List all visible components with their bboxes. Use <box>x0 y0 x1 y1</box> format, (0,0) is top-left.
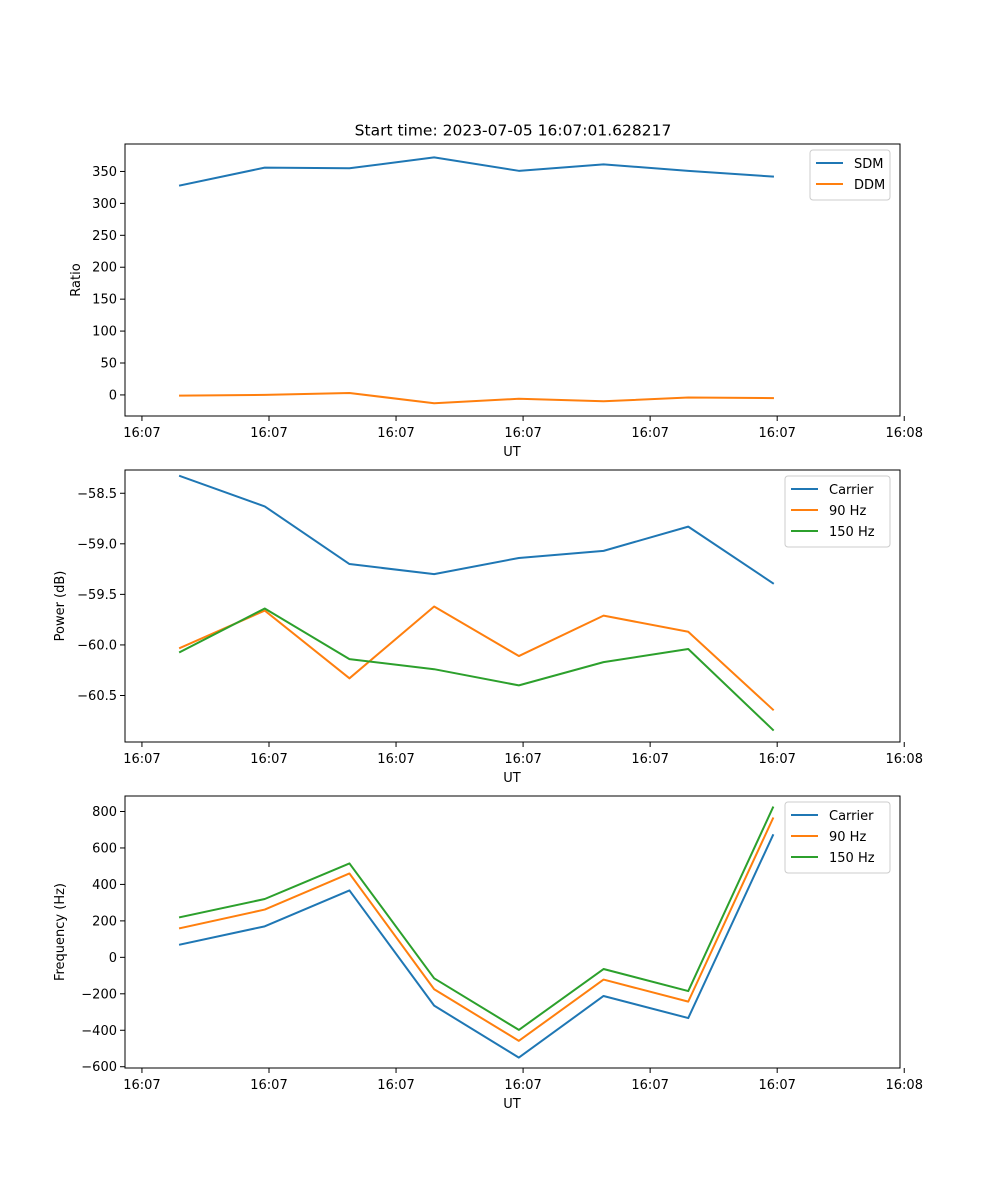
x-tick-label: 16:07 <box>123 1078 160 1093</box>
y-tick-label: 600 <box>92 841 117 856</box>
y-tick-label: −58.5 <box>77 487 117 502</box>
y-tick-label: −59.0 <box>77 537 117 552</box>
legend: SDM DDM <box>809 149 891 201</box>
series-line-150-hz <box>178 607 775 732</box>
x-tick-label: 16:07 <box>377 1078 414 1093</box>
series-line-carrier <box>178 833 775 1059</box>
legend-label: 150 Hz <box>829 851 875 866</box>
subplots: 16:07 16:07 16:07 16:07 16:07 16:07 16:08 0 50 10… <box>53 143 923 1112</box>
x-tick-label: 16:07 <box>250 426 287 441</box>
x-tick-label: 16:07 <box>377 426 414 441</box>
y-tick-label: −200 <box>81 987 117 1002</box>
x-tick-label: 16:07 <box>504 752 541 767</box>
legend-box <box>784 801 891 874</box>
y-axis-label: Ratio <box>69 263 84 296</box>
legend-box <box>784 475 891 548</box>
x-tick-label: 16:07 <box>123 426 160 441</box>
legend-label: 90 Hz <box>829 504 866 519</box>
y-tick-label: −600 <box>81 1060 117 1075</box>
y-tick-label: −59.5 <box>77 588 117 603</box>
series-line-150-hz <box>178 806 775 1031</box>
x-tick-label: 16:08 <box>886 1078 923 1093</box>
legend-label: Carrier <box>829 809 874 824</box>
x-tick-label: 16:08 <box>886 426 923 441</box>
y-tick-label: −60.0 <box>77 638 117 653</box>
series-line-90-hz <box>178 817 775 1042</box>
y-tick-label: 200 <box>92 261 117 276</box>
legend-label: 150 Hz <box>829 525 875 540</box>
x-tick-label: 16:07 <box>758 752 795 767</box>
x-tick-label: 16:07 <box>250 1078 287 1093</box>
axes-frame <box>124 795 901 1069</box>
y-tick-label: 400 <box>92 878 117 893</box>
axes-frame <box>124 469 901 743</box>
y-tick-label: −60.5 <box>77 689 117 704</box>
series-line-sdm <box>178 156 775 187</box>
series-line-ddm <box>179 392 774 405</box>
x-tick-label: 16:07 <box>631 426 668 441</box>
y-axis-label: Power (dB) <box>53 571 68 642</box>
y-tick-label: 350 <box>92 165 117 180</box>
subplot-2: 16:07 16:07 16:07 16:07 16:07 16:07 16:08 −58.5… <box>53 469 923 786</box>
x-tick-label: 16:07 <box>123 752 160 767</box>
x-tick-label: 16:07 <box>758 426 795 441</box>
y-tick-label: 100 <box>92 325 117 340</box>
y-tick-label: −400 <box>81 1024 117 1039</box>
x-tick-label: 16:07 <box>631 1078 668 1093</box>
x-axis-label: UT <box>503 445 521 460</box>
series-line-carrier <box>178 474 775 585</box>
axes-frame <box>124 143 901 417</box>
x-tick-label: 16:07 <box>758 1078 795 1093</box>
legend-label: Carrier <box>829 483 874 498</box>
y-axis-label: Frequency (Hz) <box>53 883 68 981</box>
x-tick-label: 16:07 <box>377 752 414 767</box>
series-line-90-hz <box>178 605 775 712</box>
x-tick-label: 16:07 <box>504 1078 541 1093</box>
legend: Carrier 90 Hz 150 Hz <box>784 801 891 874</box>
y-tick-label: 200 <box>92 914 117 929</box>
legend: Carrier 90 Hz 150 Hz <box>784 475 891 548</box>
legend-label: SDM <box>854 157 883 172</box>
y-tick-label: 0 <box>109 951 117 966</box>
legend-label: DDM <box>854 178 885 193</box>
y-tick-label: 250 <box>92 229 117 244</box>
y-tick-label: 800 <box>92 805 117 820</box>
subplot-1: 16:07 16:07 16:07 16:07 16:07 16:07 16:08 0 50 10… <box>69 143 923 460</box>
legend-label: 90 Hz <box>829 830 866 845</box>
x-tick-label: 16:07 <box>504 426 541 441</box>
x-tick-label: 16:07 <box>250 752 287 767</box>
x-tick-label: 16:07 <box>631 752 668 767</box>
figure-title: Start time: 2023-07-05 16:07:01.628217 <box>355 122 672 140</box>
x-tick-label: 16:08 <box>886 752 923 767</box>
x-axis-label: UT <box>503 1097 521 1112</box>
y-tick-label: 150 <box>92 293 117 308</box>
y-tick-label: 50 <box>100 357 117 372</box>
y-tick-label: 300 <box>92 197 117 212</box>
y-tick-label: 0 <box>109 388 117 403</box>
subplot-3: 16:07 16:07 16:07 16:07 16:07 16:07 16:08 −600 −… <box>53 795 923 1112</box>
x-axis-label: UT <box>503 771 521 786</box>
